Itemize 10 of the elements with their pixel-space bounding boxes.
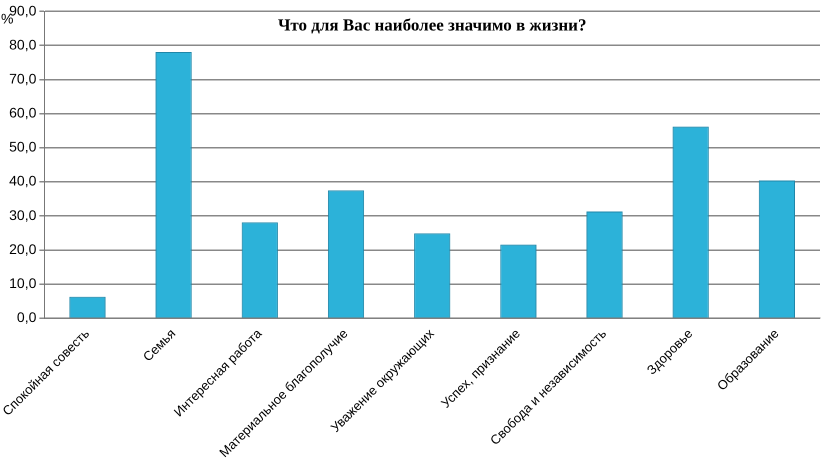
y-tick-label: 80,0 (9, 36, 37, 52)
y-tick-label: 0,0 (16, 309, 37, 326)
y-tick-label: 70,0 (9, 70, 37, 86)
y-tick-label: 60,0 (9, 104, 37, 121)
y-tick-label: 40,0 (9, 172, 37, 189)
y-tick-label: 30,0 (9, 206, 37, 223)
chart-title: Что для Вас наиболее значимо в жизни? (278, 15, 586, 34)
y-tick-label: 20,0 (9, 240, 37, 257)
y-tick-label: 50,0 (9, 138, 37, 155)
y-tick-label: 10,0 (9, 275, 37, 291)
